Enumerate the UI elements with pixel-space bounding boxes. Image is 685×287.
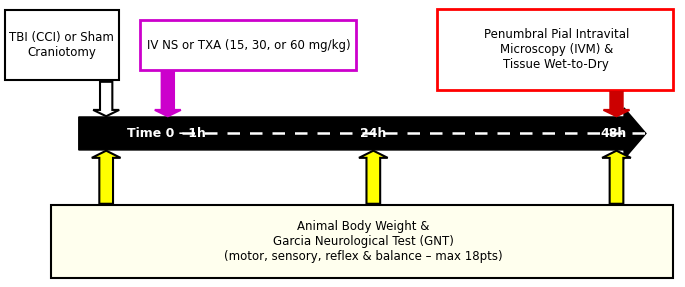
FancyArrow shape <box>602 151 631 204</box>
FancyArrow shape <box>155 72 181 116</box>
Text: TBI (CCI) or Sham
Craniotomy: TBI (CCI) or Sham Craniotomy <box>9 31 114 59</box>
FancyBboxPatch shape <box>5 10 119 80</box>
FancyBboxPatch shape <box>140 20 356 70</box>
FancyArrow shape <box>603 92 630 116</box>
FancyBboxPatch shape <box>51 205 673 278</box>
Text: Penumbral Pial Intravital
Microscopy (IVM) &
Tissue Wet-to-Dry: Penumbral Pial Intravital Microscopy (IV… <box>484 28 629 71</box>
Text: IV NS or TXA (15, 30, or 60 mg/kg): IV NS or TXA (15, 30, or 60 mg/kg) <box>147 38 351 52</box>
FancyArrow shape <box>93 82 119 116</box>
FancyArrow shape <box>92 151 121 204</box>
Text: Time 0 - 1h: Time 0 - 1h <box>127 127 206 140</box>
FancyArrow shape <box>359 151 388 204</box>
Text: Animal Body Weight &
Garcia Neurological Test (GNT)
(motor, sensory, reflex & ba: Animal Body Weight & Garcia Neurological… <box>224 220 502 263</box>
Text: 24h: 24h <box>360 127 386 140</box>
FancyBboxPatch shape <box>437 9 673 90</box>
Text: 48h: 48h <box>600 127 626 140</box>
FancyArrow shape <box>79 108 646 159</box>
